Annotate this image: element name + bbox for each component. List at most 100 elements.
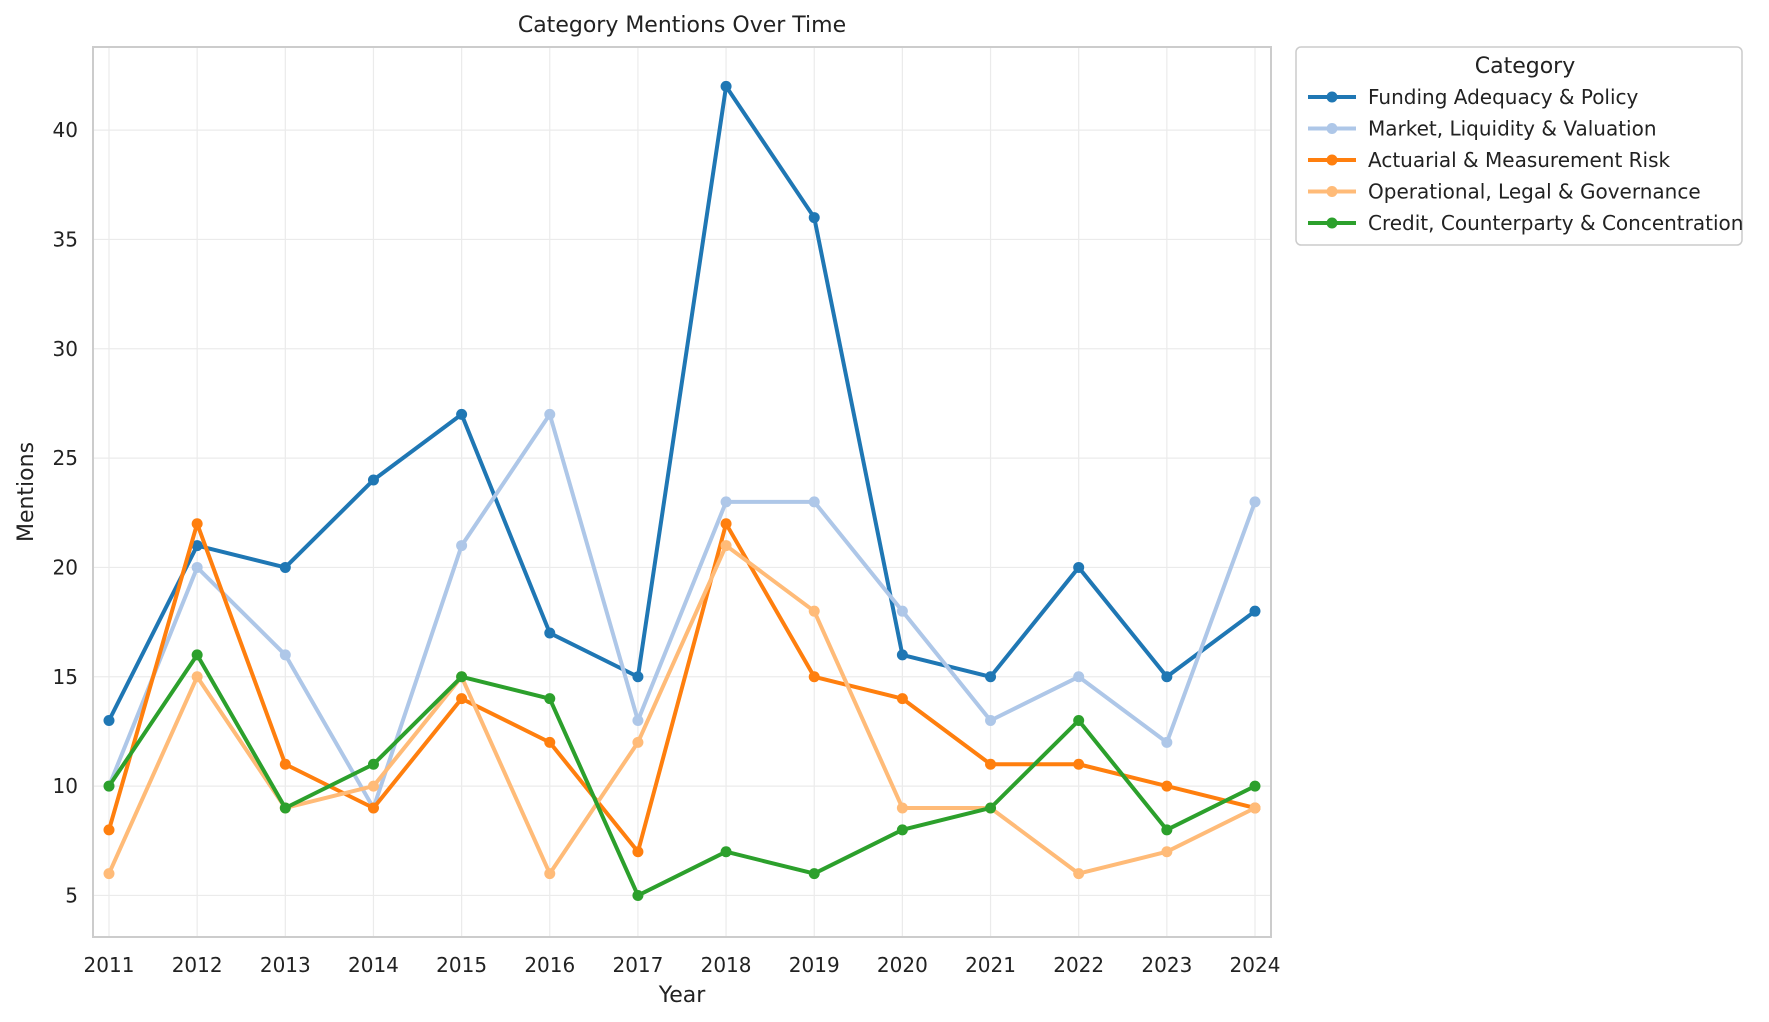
- y-tick-label: 40: [53, 118, 78, 142]
- x-tick-label: 2013: [260, 953, 311, 977]
- data-point: [632, 671, 644, 683]
- data-point: [632, 736, 644, 748]
- data-point: [985, 802, 997, 814]
- x-tick-label: 2022: [1053, 953, 1104, 977]
- legend-label: Market, Liquidity & Valuation: [1368, 117, 1657, 141]
- series-line: [107, 543, 1257, 876]
- data-point: [456, 408, 468, 420]
- data-point: [1073, 671, 1085, 683]
- data-point: [1249, 780, 1261, 792]
- grid-lines: [93, 47, 1271, 937]
- x-axis-title: Year: [658, 983, 707, 1008]
- data-point: [544, 408, 556, 420]
- y-tick-labels: 5 10 15 20 25 30 35 40: [53, 118, 78, 907]
- data-point: [456, 540, 468, 552]
- data-point: [191, 671, 203, 683]
- series-line: [107, 521, 1257, 854]
- legend: Category Funding Adequacy & Policy Market…: [1295, 46, 1743, 246]
- data-point: [896, 693, 908, 705]
- legend-item: Market, Liquidity & Valuation: [1308, 117, 1657, 141]
- x-tick-label: 2014: [348, 953, 399, 977]
- legend-label: Operational, Legal & Governance: [1368, 180, 1701, 204]
- x-tick-label: 2023: [1141, 953, 1192, 977]
- series-3: [103, 518, 1261, 858]
- x-tick-label: 2011: [84, 953, 135, 977]
- data-point: [1073, 868, 1085, 880]
- series-line: [107, 84, 1257, 723]
- data-point: [720, 80, 732, 92]
- y-tick-label: 10: [53, 774, 78, 798]
- data-point: [808, 868, 820, 880]
- x-tick-label: 2021: [965, 953, 1016, 977]
- data-point: [632, 889, 644, 901]
- legend-swatch-marker: [1326, 217, 1338, 229]
- x-tick-labels: 2011 2012 2013 2014 2015 2016 2017 2018 2019 2020…: [84, 953, 1281, 977]
- legend-item: Operational, Legal & Governance: [1308, 180, 1701, 204]
- data-point: [367, 780, 379, 792]
- y-axis-title: Mentions: [14, 442, 39, 542]
- series-layer: [103, 80, 1261, 901]
- x-tick-label: 2017: [612, 953, 663, 977]
- legend-item: Funding Adequacy & Policy: [1308, 85, 1639, 109]
- x-tick-label: 2012: [172, 953, 223, 977]
- data-point: [985, 671, 997, 683]
- legend-items: Funding Adequacy & Policy Market, Liquidi…: [1308, 85, 1743, 235]
- data-point: [896, 802, 908, 814]
- series-4: [103, 540, 1261, 880]
- data-point: [456, 671, 468, 683]
- x-tick-label: 2015: [436, 953, 487, 977]
- data-point: [1161, 846, 1173, 858]
- y-tick-label: 5: [65, 883, 78, 907]
- x-tick-label: 2019: [789, 953, 840, 977]
- x-tick-label: 2016: [524, 953, 575, 977]
- data-point: [1073, 758, 1085, 770]
- data-point: [191, 649, 203, 661]
- legend-swatch-marker: [1326, 186, 1338, 197]
- data-point: [985, 758, 997, 770]
- legend-swatch-marker: [1326, 154, 1338, 166]
- x-tick-label: 2024: [1230, 953, 1281, 977]
- data-point: [720, 846, 732, 858]
- series-line: [107, 652, 1257, 898]
- data-point: [808, 496, 820, 508]
- data-point: [367, 802, 379, 814]
- series-5: [103, 649, 1261, 901]
- data-point: [544, 868, 556, 880]
- data-point: [544, 693, 556, 705]
- data-point: [367, 758, 379, 770]
- legend-label: Actuarial & Measurement Risk: [1368, 148, 1671, 172]
- legend-frame: [1295, 46, 1743, 246]
- data-point: [1161, 780, 1173, 792]
- data-point: [279, 758, 291, 770]
- data-point: [1249, 496, 1261, 508]
- data-point: [191, 518, 203, 530]
- data-point: [103, 715, 115, 727]
- data-point: [456, 693, 468, 705]
- data-point: [103, 868, 115, 880]
- plot-area-frame: [92, 46, 1272, 938]
- y-tick-label: 30: [53, 337, 78, 361]
- data-point: [367, 474, 379, 486]
- data-point: [896, 649, 908, 661]
- chart-title: Category Mentions Over Time: [518, 13, 846, 38]
- data-point: [1249, 802, 1261, 814]
- data-point: [1073, 561, 1085, 573]
- legend-swatch-marker: [1326, 91, 1338, 103]
- data-point: [808, 671, 820, 683]
- data-point: [191, 561, 203, 573]
- data-point: [896, 824, 908, 836]
- data-point: [1073, 715, 1085, 727]
- series-2: [103, 408, 1261, 814]
- data-point: [720, 496, 732, 508]
- series-line: [107, 412, 1257, 810]
- data-point: [279, 802, 291, 814]
- data-point: [1161, 824, 1173, 836]
- data-point: [985, 715, 997, 727]
- legend-item: Actuarial & Measurement Risk: [1308, 148, 1671, 172]
- data-point: [544, 627, 556, 639]
- data-point: [720, 518, 732, 530]
- legend-label: Funding Adequacy & Policy: [1368, 85, 1639, 109]
- data-point: [808, 212, 820, 224]
- data-point: [720, 540, 732, 552]
- data-point: [103, 824, 115, 836]
